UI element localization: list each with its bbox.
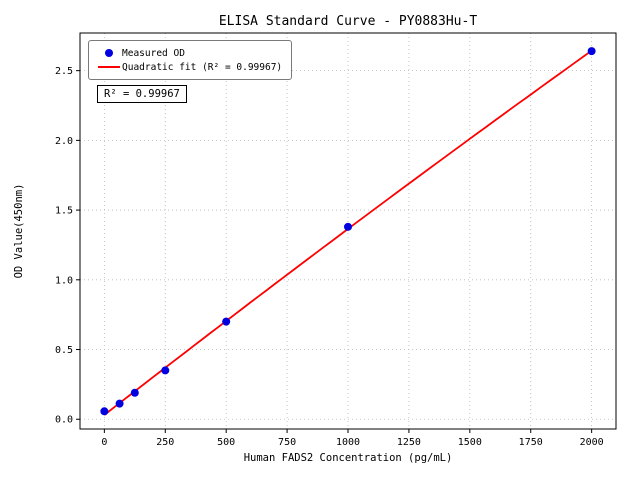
legend-item-quadratic-fit: Quadratic fit (R² = 0.99967) xyxy=(96,60,282,74)
y-tick-label: 1.0 xyxy=(55,275,73,286)
data-point xyxy=(161,366,170,375)
data-point xyxy=(344,222,352,231)
data-point xyxy=(115,399,124,408)
chart-title: ELISA Standard Curve - PY0883Hu-T xyxy=(219,14,477,29)
x-tick-label: 1500 xyxy=(458,437,482,448)
data-point xyxy=(222,317,231,326)
y-tick-label: 1.5 xyxy=(55,206,73,217)
x-tick-label: 0 xyxy=(101,437,107,448)
data-point xyxy=(130,388,139,397)
legend: Measured OD Quadratic fit (R² = 0.99967) xyxy=(88,40,293,80)
axes-ticks: 0 250 500 750 1000 1250 1500 1750 2000 0.0 0.5 1.0 1… xyxy=(55,66,604,448)
x-tick-label: 2000 xyxy=(580,437,604,448)
data-point xyxy=(587,47,596,56)
x-tick-label: 1750 xyxy=(519,437,543,448)
x-tick-label: 750 xyxy=(278,437,296,448)
y-tick-label: 2.0 xyxy=(55,136,73,147)
y-tick-label: 0.5 xyxy=(55,345,73,356)
quadratic-fit-line-icon xyxy=(96,66,122,68)
y-tick-label: 0.0 xyxy=(55,415,73,426)
x-tick-label: 1250 xyxy=(397,437,421,448)
legend-item-measured-od: Measured OD xyxy=(96,46,282,60)
x-axis-label: Human FADS2 Concentration (pg/mL) xyxy=(244,452,453,464)
gridlines xyxy=(80,33,616,429)
plot-border xyxy=(79,32,617,430)
y-tick-label: 2.5 xyxy=(55,66,73,77)
legend-label-quadratic-fit: Quadratic fit (R² = 0.99967) xyxy=(122,61,283,73)
x-tick-label: 500 xyxy=(217,437,235,448)
y-axis-label: OD Value(450nm) xyxy=(13,184,25,279)
x-tick-label: 250 xyxy=(156,437,174,448)
legend-label-measured-od: Measured OD xyxy=(122,47,185,59)
x-tick-label: 1000 xyxy=(336,437,360,448)
data-point xyxy=(100,407,109,416)
measured-od-marker-icon xyxy=(96,49,122,57)
series-layer xyxy=(100,47,596,416)
r-squared-annotation: R² = 0.99967 xyxy=(97,85,187,103)
